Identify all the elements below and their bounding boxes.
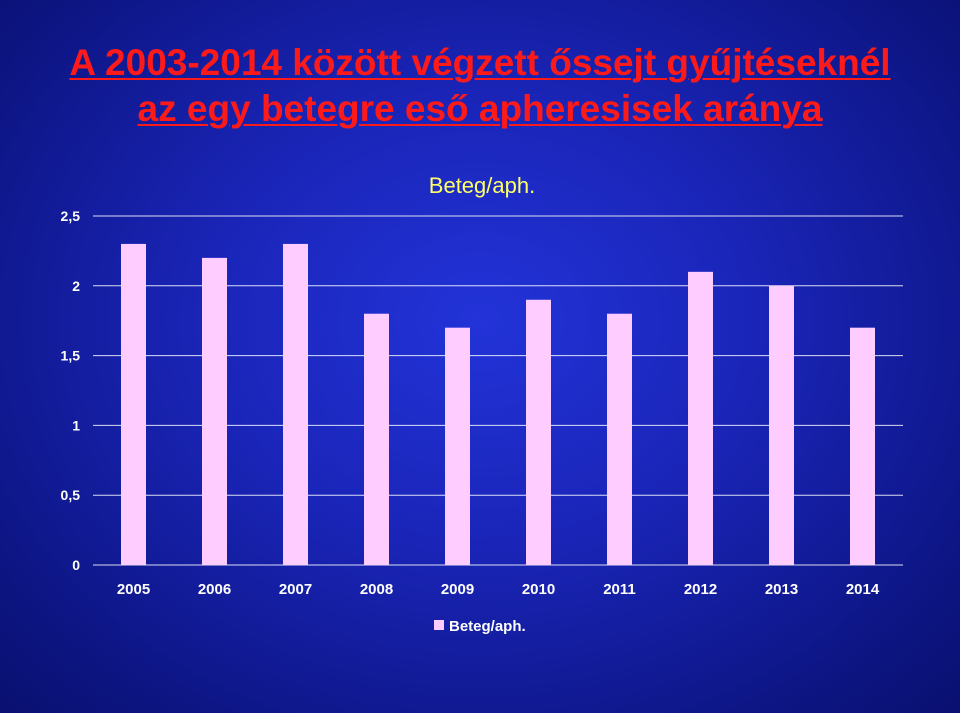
bar xyxy=(769,285,794,565)
bar xyxy=(607,313,632,565)
bar xyxy=(202,257,227,565)
bar xyxy=(121,243,146,566)
bar xyxy=(283,243,308,566)
x-tick-label: 2010 xyxy=(522,581,555,598)
x-tick-label: 2012 xyxy=(684,581,717,598)
legend-swatch xyxy=(434,620,444,630)
bar xyxy=(445,327,470,565)
legend-label: Beteg/aph. xyxy=(449,618,526,635)
y-tick-label: 2,5 xyxy=(61,208,81,224)
slide-title-line-2: az egy betegre eső apheresisek aránya xyxy=(137,88,823,129)
x-tick-label: 2008 xyxy=(360,581,393,598)
y-tick-label: 0,5 xyxy=(61,487,81,503)
x-tick-label: 2007 xyxy=(279,581,312,598)
y-tick-label: 0 xyxy=(72,557,80,573)
x-axis-ticks: 2005 2006 2007 2008 2009 2010 2011 2012 2013 2014 xyxy=(117,581,880,598)
y-tick-label: 2 xyxy=(72,278,80,294)
x-tick-label: 2009 xyxy=(441,581,474,598)
x-tick-label: 2011 xyxy=(603,581,636,598)
x-tick-label: 2006 xyxy=(198,581,231,598)
bar xyxy=(364,313,389,565)
bar xyxy=(526,299,551,565)
y-tick-label: 1 xyxy=(72,417,80,433)
x-tick-label: 2014 xyxy=(846,581,880,598)
slide-title: A 2003-2014 között végzett őssejt gyűjté… xyxy=(0,40,960,132)
slide-title-line-1: A 2003-2014 között végzett őssejt gyűjté… xyxy=(69,42,891,83)
bar xyxy=(850,327,875,565)
bars xyxy=(121,243,875,566)
y-axis-ticks: 0 0,5 1 1,5 2 2,5 xyxy=(61,208,81,573)
gridlines xyxy=(93,215,903,566)
x-tick-label: 2005 xyxy=(117,581,150,598)
y-tick-label: 1,5 xyxy=(61,348,81,364)
legend: Beteg/aph. xyxy=(434,618,526,635)
x-tick-label: 2013 xyxy=(765,581,798,598)
bar xyxy=(688,271,713,565)
chart-title: Beteg/aph. xyxy=(429,173,535,198)
